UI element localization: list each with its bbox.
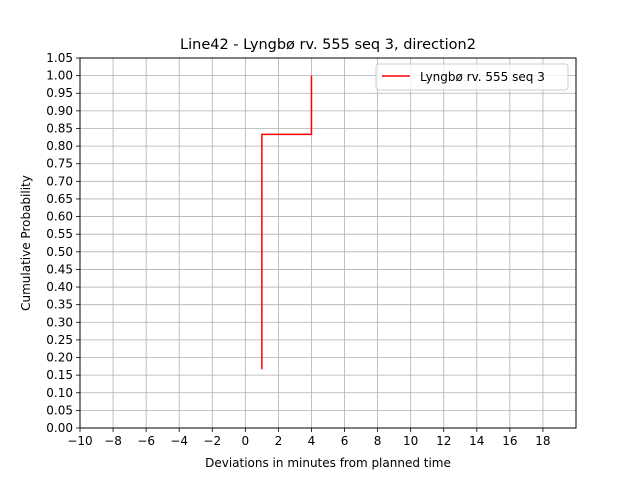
y-axis-label: Cumulative Probability (19, 175, 33, 311)
y-tick-label: 0.35 (46, 298, 73, 312)
y-tick-label: 0.90 (46, 104, 73, 118)
y-tick-label: 0.80 (46, 139, 73, 153)
x-tick-label: −10 (67, 434, 92, 448)
y-tick-label: 0.75 (46, 157, 73, 171)
x-axis: −10 −8 −6 −4 −2 0 2 4 6 8 10 12 14 16 18 (67, 428, 551, 448)
x-tick-label: 12 (436, 434, 451, 448)
x-axis-label: Deviations in minutes from planned time (205, 456, 451, 470)
series-line (261, 75, 313, 370)
x-tick-label: −8 (104, 434, 122, 448)
y-tick-label: 0.20 (46, 351, 73, 365)
y-tick-label: 0.85 (46, 121, 73, 135)
y-tick-label: 0.10 (46, 386, 73, 400)
x-tick-label: 18 (535, 434, 550, 448)
x-tick-label: 2 (275, 434, 283, 448)
legend: Lyngbø rv. 555 seq 3 (375, 63, 569, 91)
y-tick-label: 0.40 (46, 280, 73, 294)
y-tick-label: 0.15 (46, 368, 73, 382)
x-tick-label: 10 (403, 434, 418, 448)
y-tick-label: 0.50 (46, 245, 73, 259)
y-tick-label: 0.30 (46, 315, 73, 329)
y-tick-label: 0.65 (46, 192, 73, 206)
y-tick-label: 0.25 (46, 333, 73, 347)
x-tick-label: −4 (170, 434, 188, 448)
legend-box (375, 63, 569, 91)
y-tick-label: 0.95 (46, 86, 73, 100)
x-tick-label: −2 (203, 434, 221, 448)
x-tick-label: 0 (242, 434, 250, 448)
legend-label: Lyngbø rv. 555 seq 3 (420, 70, 545, 84)
x-tick-label: −6 (137, 434, 155, 448)
x-tick-label: 6 (341, 434, 349, 448)
x-tick-label: 14 (469, 434, 484, 448)
y-tick-label: 0.00 (46, 421, 73, 435)
y-tick-label: 1.05 (46, 51, 73, 65)
x-tick-label: 16 (502, 434, 517, 448)
y-tick-label: 0.70 (46, 174, 73, 188)
y-tick-label: 0.45 (46, 262, 73, 276)
series-layer (261, 75, 313, 370)
chart-title: Line42 - Lyngbø rv. 555 seq 3, direction… (180, 37, 476, 53)
y-tick-label: 1.00 (46, 69, 73, 83)
x-tick-label: 4 (308, 434, 316, 448)
y-tick-label: 0.60 (46, 210, 73, 224)
y-axis: 0.00 0.05 0.10 0.15 0.20 0.25 0.30 0.35 0.40 0.45… (46, 51, 80, 435)
y-tick-label: 0.05 (46, 403, 73, 417)
x-tick-label: 8 (374, 434, 382, 448)
plot-frame (79, 57, 577, 429)
y-tick-label: 0.55 (46, 227, 73, 241)
